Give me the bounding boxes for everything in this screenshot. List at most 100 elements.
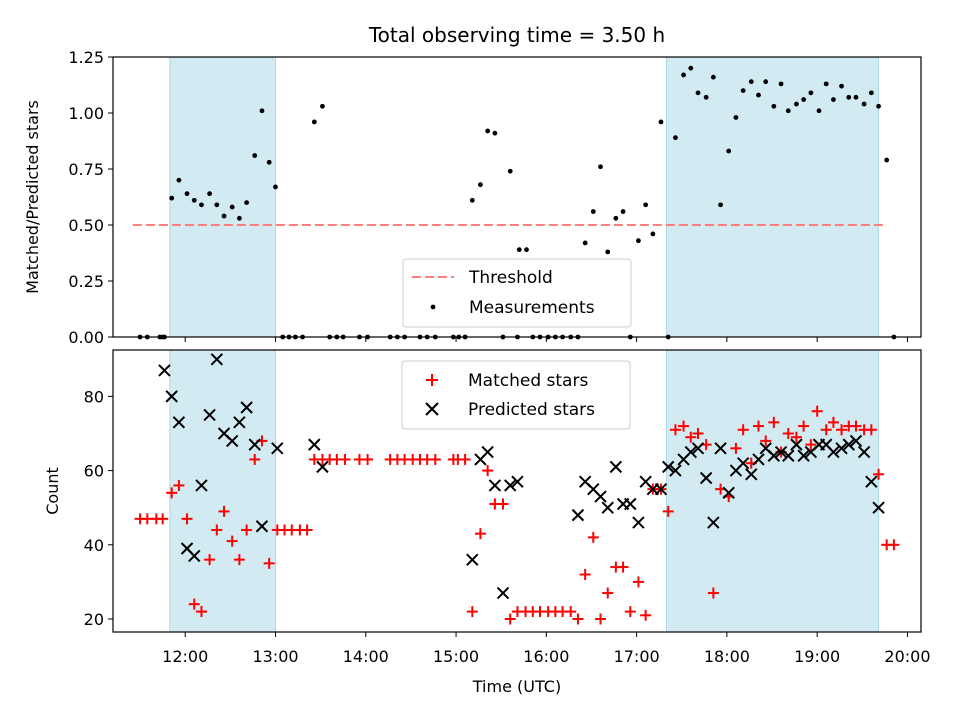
matched-star-point <box>669 424 681 436</box>
matched-star-point <box>632 576 644 588</box>
predicted-star-point <box>308 438 321 451</box>
measurement-point <box>613 215 619 221</box>
predicted-star-point <box>504 479 517 492</box>
predicted-star-point <box>699 471 713 485</box>
measurement-point <box>320 103 325 109</box>
observing-window-band <box>169 349 277 633</box>
matched-star-point <box>429 453 441 465</box>
predicted-star-point <box>233 416 246 429</box>
matched-star-point <box>624 606 636 618</box>
matched-star-point <box>865 424 877 436</box>
y-tick-label: 0.50 <box>68 216 104 235</box>
observing-windows <box>169 349 880 633</box>
y-tick-label: 0.75 <box>68 160 104 179</box>
measurement-point <box>688 65 694 71</box>
ratio-x-ticks <box>184 337 908 342</box>
count-y-axis: 20 40 60 80 <box>84 387 113 629</box>
measurement-point <box>785 108 791 114</box>
ratio-legend-box <box>402 258 632 328</box>
predicted-star-point <box>594 490 607 503</box>
measurement-point <box>876 103 881 109</box>
predicted-star-point <box>571 508 585 522</box>
predicted-star-point <box>511 475 524 488</box>
matched-star-point <box>459 453 471 465</box>
matched-star-point <box>497 498 509 510</box>
measurement-point <box>643 202 649 208</box>
measurement-point <box>590 209 596 214</box>
measurement-point <box>273 184 278 190</box>
measurement-point <box>311 119 317 125</box>
y-tick-label: 1.00 <box>68 104 104 123</box>
matched-star-point <box>836 424 848 436</box>
measurement-point <box>868 90 874 96</box>
predicted-star-point <box>271 442 284 455</box>
measurement-point <box>207 191 212 197</box>
x-tick-label: 13:00 <box>252 647 298 666</box>
matched-star-point <box>678 420 690 432</box>
x-tick-label: 14:00 <box>343 647 389 666</box>
x-tick-label: 20:00 <box>884 647 930 666</box>
x-tick-label: 18:00 <box>704 647 750 666</box>
measurement-point <box>507 168 513 174</box>
measurement-point <box>252 153 258 158</box>
predicted-star-point <box>774 445 788 459</box>
observing-window-band <box>665 56 880 338</box>
time-x-label: Time (UTC) <box>472 677 561 696</box>
time-x-axis: 12:00 13:00 14:00 15:00 16:00 17:00 18:00 19:00… <box>162 632 931 666</box>
y-tick-label: 40 <box>84 536 104 555</box>
predicted-star-point <box>203 408 216 422</box>
measurement-point <box>846 94 852 100</box>
measurement-point <box>485 128 491 134</box>
legend-measurements-label: Measurements <box>469 298 595 318</box>
matched-star-point <box>565 606 577 618</box>
predicted-star-point <box>714 442 727 455</box>
x-tick-label: 17:00 <box>614 647 660 666</box>
measurement-point <box>839 83 844 89</box>
y-tick-label: 0.25 <box>68 272 104 291</box>
matched-star-point <box>685 431 697 443</box>
predicted-star-point <box>849 434 863 448</box>
predicted-star-point <box>466 553 479 566</box>
measurement-point <box>598 164 603 170</box>
predicted-star-point <box>857 445 871 459</box>
matched-star-point <box>768 416 780 428</box>
predicted-star-point <box>797 449 810 462</box>
measurement-point <box>861 101 867 107</box>
legend-matched-swatch <box>426 374 438 386</box>
matched-star-point <box>188 598 200 610</box>
matched-star-point <box>873 468 885 480</box>
y-tick-label: 1.25 <box>68 48 104 67</box>
matched-star-point <box>173 479 185 491</box>
matched-star-point <box>166 487 178 499</box>
matched-star-point <box>850 420 862 432</box>
predicted-star-point <box>654 482 668 496</box>
measurement-point <box>176 177 182 183</box>
matched-star-point <box>579 568 591 580</box>
matched-star-point <box>233 554 245 566</box>
measurement-point <box>816 108 822 114</box>
predicted-star-point <box>767 449 781 462</box>
matched-star-point <box>760 435 772 447</box>
predicted-star-point <box>782 449 795 462</box>
matched-star-point <box>790 431 802 443</box>
predicted-star-point <box>722 486 735 500</box>
matched-star-point <box>640 609 652 621</box>
ratio-y-axis: 0.00 0.25 0.50 0.75 1.00 1.25 <box>68 48 113 347</box>
y-tick-label: 20 <box>84 610 104 629</box>
matched-star-point <box>157 513 169 525</box>
measurement-point <box>673 135 678 141</box>
predicted-star-point <box>691 442 705 455</box>
predicted-star-point <box>624 497 637 511</box>
legend-predicted-label: Predicted stars <box>468 400 595 420</box>
predicted-star-point <box>745 468 758 481</box>
y-tick-label: 80 <box>84 387 104 406</box>
predicted-star-point <box>158 364 171 377</box>
predicted-star-point <box>481 445 494 459</box>
matched-star-point <box>888 539 900 551</box>
measurement-point <box>718 202 723 208</box>
measurement-point <box>794 101 799 107</box>
matched-star-point <box>662 505 674 517</box>
matched-star-point <box>692 427 704 439</box>
matched-star-point <box>339 453 351 465</box>
